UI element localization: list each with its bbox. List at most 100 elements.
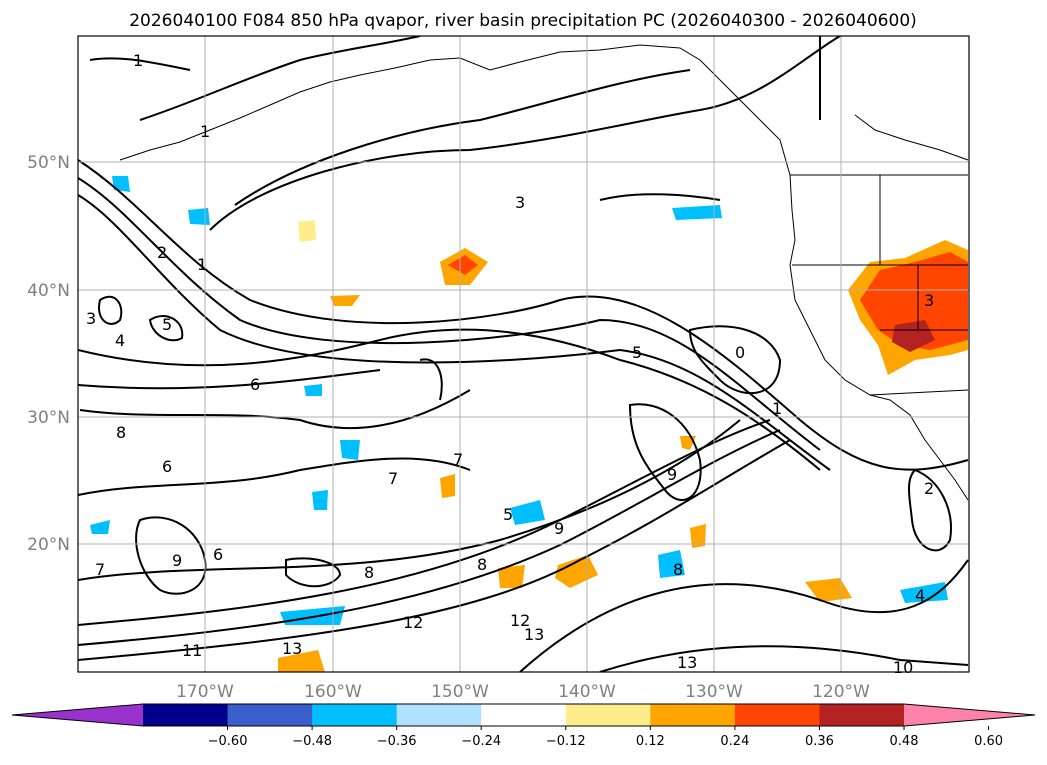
contour-label: 1 bbox=[772, 399, 782, 418]
contour-label: 4 bbox=[915, 586, 925, 605]
shade-region-147w-17n bbox=[498, 565, 525, 588]
colorbar-tick-label: −0.24 bbox=[461, 734, 501, 749]
colorbar-tick-label: −0.48 bbox=[292, 734, 332, 749]
border-alaska-canada bbox=[854, 114, 969, 161]
colorbar-extend-high bbox=[904, 704, 1035, 726]
contour-path-10 bbox=[78, 429, 781, 646]
contour-path-1 bbox=[78, 159, 969, 471]
contour-path-18 bbox=[599, 193, 721, 201]
colorbar-tick-label: 0.24 bbox=[720, 734, 749, 749]
contour-label: 13 bbox=[677, 653, 697, 672]
contour-path-17 bbox=[89, 57, 191, 71]
contour-path-13 bbox=[599, 645, 969, 672]
border-us-mexico bbox=[869, 389, 969, 396]
shade-region-blue-6 bbox=[188, 208, 210, 225]
contour-label: 9 bbox=[554, 519, 564, 538]
qvapor-contours bbox=[78, 36, 969, 672]
shade-region-orange-3 bbox=[440, 474, 455, 498]
contour-label: 2 bbox=[924, 479, 934, 498]
contour-label: 7 bbox=[95, 560, 105, 579]
contour-path-26 bbox=[419, 358, 443, 401]
contour-label: 4 bbox=[115, 331, 125, 350]
contour-path-11 bbox=[78, 439, 791, 661]
contour-path-7 bbox=[78, 457, 471, 496]
colorbar-segment bbox=[650, 704, 736, 726]
colorbar-segment bbox=[481, 704, 567, 726]
contour-label: 6 bbox=[250, 375, 260, 394]
shade-region-blue-3 bbox=[658, 550, 685, 578]
contour-label: 8 bbox=[364, 563, 374, 582]
shade-region-160w-12n bbox=[278, 650, 325, 672]
shade-region-orange-4 bbox=[690, 524, 706, 548]
colorbar-segment bbox=[565, 704, 651, 726]
shade-region-blue-9 bbox=[112, 176, 130, 192]
shade-region-150w-42n-core bbox=[448, 255, 478, 275]
colorbar-segment bbox=[396, 704, 482, 726]
contour-label: 8 bbox=[477, 555, 487, 574]
coastlines bbox=[119, 44, 969, 501]
shade-region-blue-2 bbox=[510, 500, 545, 525]
lat-label-20n: 20°N bbox=[27, 535, 70, 555]
contour-path-5 bbox=[78, 369, 381, 390]
contour-label: 12 bbox=[510, 611, 530, 630]
colorbar-segment bbox=[143, 704, 229, 726]
contour-label: 13 bbox=[282, 639, 302, 658]
contour-label: 10 bbox=[893, 658, 913, 677]
contour-label: 12 bbox=[403, 613, 423, 632]
contour-path-22 bbox=[135, 516, 207, 595]
contour-path-6 bbox=[79, 389, 471, 430]
contour-path-2 bbox=[78, 177, 821, 451]
contour-path-8 bbox=[78, 419, 741, 581]
map-panel: 1 1 1 2 3 3 4 5 5 6 6 7 7 8 8 8 9 9 12 1… bbox=[77, 35, 970, 677]
contour-label: 6 bbox=[162, 457, 172, 476]
contour-label: 1 bbox=[197, 255, 207, 274]
lon-label-120w: 120°W bbox=[812, 682, 870, 702]
contour-labels: 1 1 1 2 3 3 4 5 5 6 6 7 7 8 8 8 9 9 12 1… bbox=[86, 51, 934, 677]
contour-path-12 bbox=[519, 559, 969, 672]
contour-label: 9 bbox=[667, 465, 677, 484]
contour-path-15 bbox=[234, 69, 691, 206]
contour-path-3 bbox=[78, 194, 831, 471]
colorbar-segment bbox=[734, 704, 820, 726]
lon-label-170w: 170°W bbox=[176, 682, 234, 702]
lat-label-40n: 40°N bbox=[27, 281, 70, 301]
contour-path-16 bbox=[139, 36, 421, 121]
colorbar-tick-label: 0.48 bbox=[890, 734, 919, 749]
contour-label: 3 bbox=[924, 291, 934, 310]
lat-label-30n: 30°N bbox=[27, 408, 70, 428]
graticule bbox=[78, 36, 969, 672]
shade-region-blue-10 bbox=[304, 384, 322, 396]
colorbar-segment bbox=[819, 704, 905, 726]
map-background bbox=[78, 36, 969, 672]
contour-label: 13 bbox=[524, 625, 544, 644]
colorbar-extend-low bbox=[12, 704, 143, 726]
shade-region-blue-7 bbox=[340, 440, 360, 460]
contour-path-4 bbox=[78, 328, 821, 471]
contour-path-23 bbox=[285, 557, 342, 588]
contour-label: 3 bbox=[86, 309, 96, 328]
colorbar: −0.60 −0.48 −0.36 −0.24 −0.12 0.12 0.24 0.36 0.4… bbox=[11, 703, 1036, 749]
shade-region-blue-1 bbox=[672, 205, 722, 220]
lon-label-150w: 150°W bbox=[431, 682, 489, 702]
shade-region-us-west-core bbox=[860, 252, 968, 350]
shade-region-us-west-max bbox=[892, 320, 935, 352]
contour-label: 1 bbox=[133, 51, 143, 70]
contour-label: 5 bbox=[503, 505, 513, 524]
colorbar-segment bbox=[227, 704, 313, 726]
coastline-north-america bbox=[119, 44, 969, 501]
contour-label: 0 bbox=[735, 343, 745, 362]
contour-label: 9 bbox=[172, 551, 182, 570]
shade-region-yellow-1 bbox=[298, 220, 316, 242]
contour-path-21 bbox=[908, 468, 952, 552]
shade-region-blue-8 bbox=[312, 490, 328, 510]
contour-path-27 bbox=[628, 403, 702, 501]
colorbar-tick-label: 0.12 bbox=[636, 734, 665, 749]
contour-label: 3 bbox=[515, 193, 525, 212]
colorbar-tick-label: 0.36 bbox=[805, 734, 834, 749]
shade-region-122w-17n bbox=[805, 578, 852, 602]
colorbar-segment bbox=[312, 704, 398, 726]
contour-label: 7 bbox=[453, 450, 463, 469]
colorbar-tick-label: 0.60 bbox=[974, 734, 1003, 749]
contour-label: 5 bbox=[162, 315, 172, 334]
